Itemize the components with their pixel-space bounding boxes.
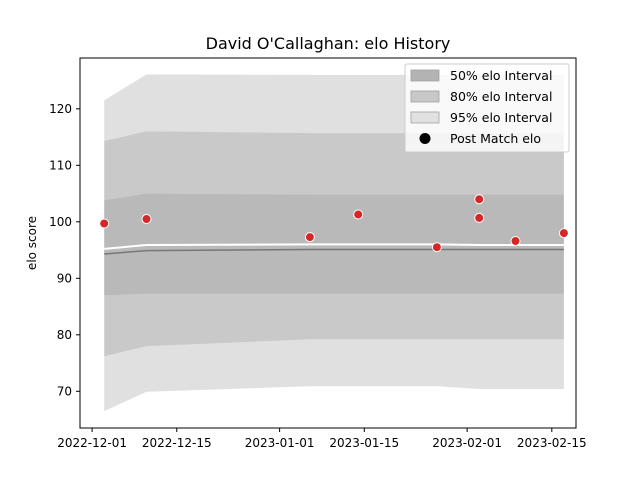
legend-label: Post Match elo — [450, 131, 541, 146]
post-match-point — [99, 218, 110, 229]
y-tick-label: 120 — [49, 102, 72, 116]
upper-interval-line — [104, 243, 564, 250]
legend-swatch-80 — [410, 90, 440, 103]
x-tick-label: 2023-02-01 — [432, 436, 502, 450]
y-axis: 70 80 90 100 110 120 — [49, 102, 80, 398]
band-95-interval — [104, 74, 564, 412]
chart-title: David O'Callaghan: elo History — [206, 34, 451, 53]
x-axis: 2022-12-01 2022-12-15 2023-01-01 2023-01-15… — [57, 428, 587, 450]
post-match-points — [99, 194, 569, 253]
legend-label: 50% elo Interval — [450, 68, 552, 83]
x-tick-label: 2022-12-15 — [142, 436, 212, 450]
post-match-point — [353, 209, 364, 220]
legend: 50% elo Interval 80% elo Interval 95% elo … — [404, 63, 570, 153]
y-tick-label: 80 — [57, 328, 72, 342]
post-match-point — [558, 228, 569, 239]
post-match-point — [474, 194, 485, 205]
post-match-point — [474, 212, 485, 223]
y-tick-label: 70 — [57, 384, 72, 398]
legend-label: 80% elo Interval — [450, 89, 552, 104]
post-match-point — [510, 236, 521, 246]
legend-swatch-50 — [410, 69, 440, 82]
mean-lines — [104, 243, 564, 255]
plot-area — [99, 74, 569, 412]
x-tick-label: 2023-02-15 — [517, 436, 587, 450]
y-tick-label: 110 — [49, 158, 72, 172]
x-tick-label: 2023-01-15 — [329, 436, 399, 450]
mean-elo-line — [104, 248, 564, 255]
post-match-point — [304, 232, 315, 243]
legend-swatch-95 — [410, 111, 440, 124]
legend-box — [404, 63, 570, 153]
y-tick-label: 90 — [57, 271, 72, 285]
legend-label: 95% elo Interval — [450, 110, 552, 125]
plot-frame — [79, 57, 577, 429]
y-axis-label: elo score — [25, 216, 39, 270]
y-tick-label: 100 — [49, 215, 72, 229]
x-tick-label: 2023-01-01 — [245, 436, 315, 450]
x-tick-label: 2022-12-01 — [57, 436, 127, 450]
legend-marker-post-match — [419, 133, 431, 144]
post-match-point — [431, 242, 442, 253]
post-match-point — [141, 214, 152, 224]
